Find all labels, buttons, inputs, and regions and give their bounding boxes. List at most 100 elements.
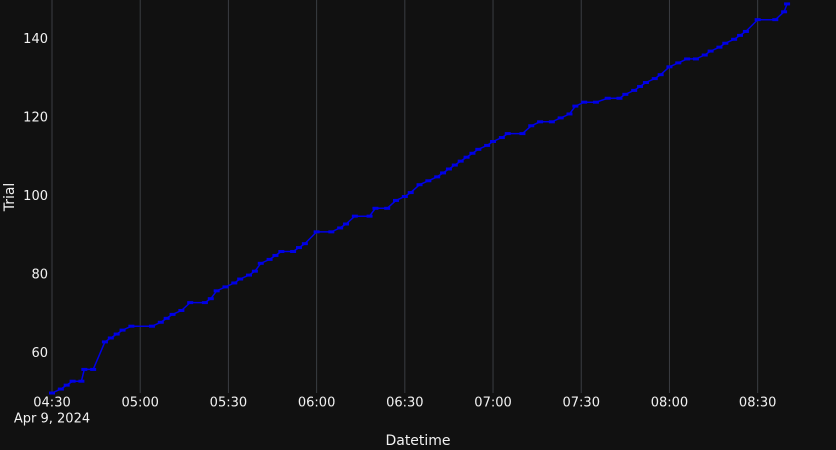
point-marker [737, 33, 744, 37]
x-tick-label: 04:30 [33, 396, 70, 411]
point-marker [401, 195, 408, 198]
point-marker [616, 96, 623, 100]
point-marker [566, 112, 573, 116]
point-marker [784, 2, 791, 6]
point-marker [372, 206, 379, 210]
x-tick-label: 06:30 [386, 396, 423, 411]
point-marker [290, 250, 297, 254]
y-tick-label: 120 [23, 110, 48, 125]
point-marker [222, 285, 229, 289]
point-marker [637, 84, 644, 88]
point-marker [772, 18, 779, 22]
point-marker [366, 214, 373, 218]
point-marker [201, 301, 208, 305]
point-marker [101, 340, 108, 344]
y-tick-label: 140 [23, 32, 48, 47]
point-marker [57, 387, 64, 391]
point-marker [475, 147, 482, 151]
point-marker [445, 167, 452, 171]
point-marker [163, 316, 170, 320]
point-marker [128, 324, 135, 328]
x-date-label: Apr 9, 2024 [14, 412, 90, 427]
point-marker [295, 246, 302, 250]
point-marker [631, 88, 638, 92]
point-marker [272, 253, 279, 257]
point-marker [90, 367, 97, 371]
point-marker [731, 37, 738, 41]
point-marker [113, 332, 120, 336]
point-marker [463, 155, 470, 159]
point-marker [528, 124, 535, 128]
point-marker [119, 328, 126, 332]
point-marker [457, 159, 464, 163]
point-marker [213, 289, 220, 293]
point-marker [49, 391, 55, 395]
point-marker [484, 143, 491, 147]
point-marker [351, 214, 358, 218]
point-marker [407, 191, 414, 195]
point-marker [434, 175, 441, 179]
point-marker [63, 383, 70, 387]
point-marker [425, 179, 432, 183]
point-marker [498, 136, 505, 140]
point-marker [451, 163, 458, 167]
point-marker [393, 198, 400, 202]
point-marker [651, 77, 658, 81]
point-marker [69, 379, 76, 383]
point-marker [604, 96, 611, 100]
point-marker [107, 336, 114, 340]
point-marker [251, 269, 258, 273]
point-marker [742, 29, 749, 33]
point-marker [169, 312, 176, 316]
x-tick-label: 05:30 [210, 396, 247, 411]
point-marker [416, 183, 423, 187]
x-tick-label: 08:00 [651, 396, 688, 411]
point-marker [519, 132, 526, 136]
y-axis-title: Trial [2, 183, 18, 213]
point-marker [548, 120, 555, 124]
point-marker [716, 45, 723, 49]
point-marker [754, 18, 761, 22]
point-marker [707, 49, 714, 53]
point-marker [207, 297, 214, 301]
point-marker [313, 230, 320, 234]
point-marker [781, 10, 788, 14]
point-marker [504, 132, 511, 136]
point-marker [231, 281, 238, 285]
point-marker [581, 100, 588, 104]
x-axis-title: Datetime [385, 433, 450, 449]
point-marker [157, 320, 164, 324]
point-marker [666, 65, 673, 69]
y-tick-label: 100 [23, 189, 48, 204]
y-tick-label: 60 [31, 346, 48, 361]
x-tick-label: 08:30 [739, 396, 776, 411]
x-tick-label: 07:00 [474, 396, 511, 411]
point-marker [328, 230, 335, 234]
point-marker [148, 324, 155, 328]
point-marker [692, 57, 699, 61]
point-marker [642, 81, 649, 85]
point-marker [684, 57, 691, 61]
point-marker [266, 257, 273, 261]
point-marker [701, 53, 708, 57]
x-tick-label: 07:30 [563, 396, 600, 411]
y-tick-label: 80 [31, 268, 48, 283]
point-marker [245, 273, 252, 277]
point-marker [675, 61, 682, 65]
point-marker [622, 92, 629, 96]
point-marker [490, 139, 497, 143]
point-marker [440, 171, 447, 175]
point-marker [257, 261, 264, 265]
point-marker [384, 206, 391, 210]
point-marker [301, 242, 308, 246]
point-marker [592, 100, 599, 104]
point-marker [337, 226, 344, 230]
point-marker [237, 277, 244, 281]
x-tick-label: 05:00 [121, 396, 158, 411]
point-marker [722, 41, 729, 45]
point-marker [537, 120, 544, 124]
x-tick-label: 06:00 [298, 396, 335, 411]
point-marker [78, 379, 85, 383]
